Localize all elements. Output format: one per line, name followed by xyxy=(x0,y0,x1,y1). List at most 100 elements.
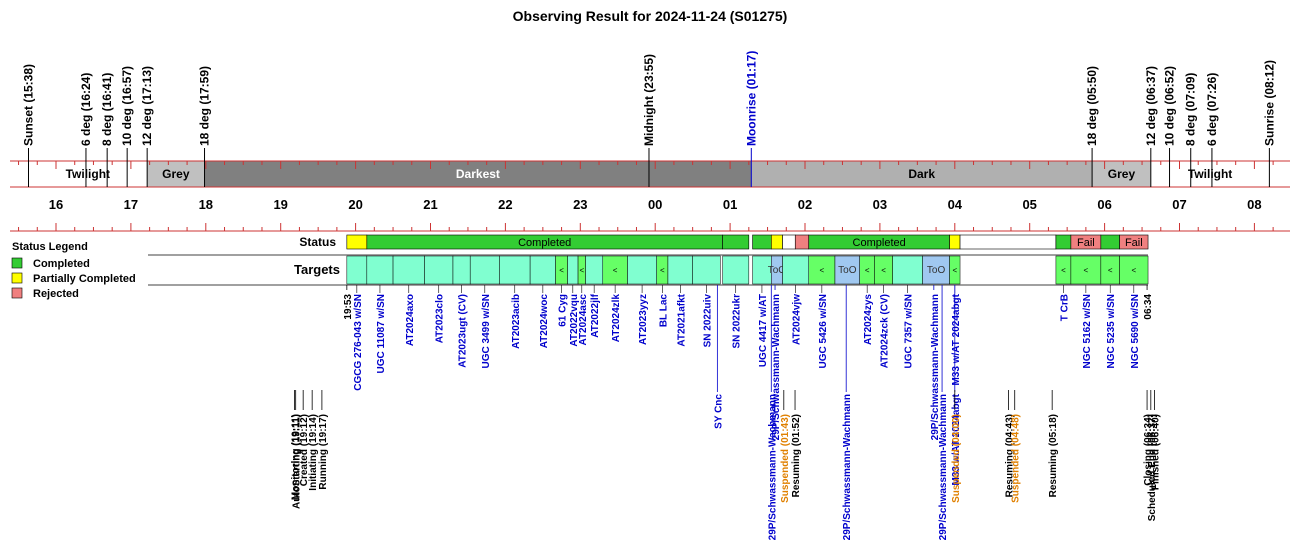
event-label: Running (19:17) xyxy=(318,414,329,490)
target-name: UGC 3499 w/SN xyxy=(481,294,492,368)
sky-band-label: Grey xyxy=(162,167,190,181)
axis-tick-label: 06 xyxy=(1097,197,1111,212)
time-marker-label: 10 deg (06:52) xyxy=(1163,66,1177,146)
target-block xyxy=(452,255,471,285)
status-segment xyxy=(770,234,783,250)
target-name: UGC 11087 w/SN xyxy=(376,294,387,373)
target-name: AT2024zck (CV) xyxy=(880,294,891,368)
target-block xyxy=(808,255,836,285)
event-label: Suspended (04:48) xyxy=(1011,414,1022,503)
target-block xyxy=(834,255,860,285)
target-name: AT2024zys xyxy=(863,294,874,345)
target-name: AT2024zlk xyxy=(611,294,622,343)
target-mark: < xyxy=(660,266,665,275)
target-name: T CrB xyxy=(1059,294,1070,321)
sky-band xyxy=(147,161,205,187)
below-label: 29P/Schwassmann-Wachmann xyxy=(771,294,782,440)
target-name: AT2023yyz xyxy=(638,294,649,345)
target-mark: < xyxy=(1131,266,1136,275)
event-label: Scheduled End (06:37) xyxy=(1147,414,1158,521)
axis-tick-label: 08 xyxy=(1247,197,1261,212)
target-mark: < xyxy=(865,266,870,275)
axis-tick-label: 02 xyxy=(798,197,812,212)
status-row-label: Status xyxy=(299,235,336,249)
target-block xyxy=(585,255,604,285)
target-mark: ToO xyxy=(838,265,857,276)
target-block xyxy=(692,255,721,285)
axis-tick-label: 00 xyxy=(648,197,662,212)
below-label: 29P/Schwassmann-Wachmann xyxy=(767,394,778,540)
target-name: UGC 7357 w/SN xyxy=(904,294,915,368)
time-marker-label: 10 deg (16:57) xyxy=(120,66,134,146)
target-name: 61 Cyg xyxy=(558,294,569,327)
event-label: Monitoring (19:11) xyxy=(290,414,301,500)
time-marker-label: Sunset (15:38) xyxy=(22,64,36,146)
target-block xyxy=(922,255,950,285)
target-name: AT2024vjw xyxy=(792,294,803,345)
sky-band xyxy=(204,161,752,187)
target-name: AT2022jlf xyxy=(590,293,601,337)
time-marker-label: 12 deg (06:37) xyxy=(1144,66,1158,146)
target-name: UGC 4417 w/AT xyxy=(758,294,769,367)
target-block xyxy=(667,255,693,285)
target-block xyxy=(782,255,809,285)
sky-band-label: Dark xyxy=(908,167,935,181)
target-mark: < xyxy=(952,266,957,275)
target-block xyxy=(1070,255,1102,285)
target-name: NGC 5162 w/SN xyxy=(1082,294,1093,368)
time-marker-label: Midnight (23:55) xyxy=(642,54,656,146)
status-segment xyxy=(782,234,796,250)
time-marker-label: 6 deg (16:24) xyxy=(79,73,93,146)
status-segment-label: Completed xyxy=(853,237,906,249)
status-segment-label: Fail xyxy=(1125,237,1143,249)
target-name: NGC 5690 w/SN xyxy=(1130,294,1141,368)
status-segment xyxy=(1100,234,1120,250)
sky-band-label: Darkest xyxy=(456,167,500,181)
target-block xyxy=(346,255,368,285)
axis-tick-label: 04 xyxy=(948,197,963,212)
target-mark: < xyxy=(1084,266,1089,275)
sky-band xyxy=(1150,161,1270,187)
status-segment xyxy=(949,234,961,250)
event-label: Closing (06:34) xyxy=(1143,414,1154,486)
status-legend: Status Legend Completed Partially Complet… xyxy=(11,241,136,300)
status-segment xyxy=(794,234,810,250)
target-block xyxy=(392,255,425,285)
target-block xyxy=(627,255,657,285)
sky-band xyxy=(751,161,1093,187)
legend-item-label: Completed xyxy=(33,258,90,270)
axis-tick-label: 01 xyxy=(723,197,737,212)
axis-tick-label: 19 xyxy=(273,197,287,212)
event-label: Suspended (01:43) xyxy=(780,414,791,503)
below-label: 19:53 xyxy=(343,294,354,320)
below-label: SY Cnc xyxy=(713,394,724,429)
event-label: Finished (06:40) xyxy=(1151,414,1162,490)
target-mark: < xyxy=(820,266,825,275)
time-marker-label: 18 deg (17:59) xyxy=(198,66,212,146)
chart-title: Observing Result for 2024-11-24 (S01275) xyxy=(513,8,788,24)
sky-band-label: Grey xyxy=(1108,167,1136,181)
below-label: 29P/Schwassmann-Wachmann xyxy=(842,394,853,540)
target-block xyxy=(949,255,961,285)
target-name: AT2023acib xyxy=(511,294,522,349)
legend-item-label: Partially Completed xyxy=(33,273,136,285)
axis-tick-label: 05 xyxy=(1022,197,1036,212)
target-block xyxy=(892,255,923,285)
target-block xyxy=(469,255,500,285)
target-block xyxy=(366,255,394,285)
time-marker-label: 18 deg (05:50) xyxy=(1085,66,1099,146)
axis-tick-label: 18 xyxy=(199,197,213,212)
target-name: CGCG 276-043 w/SN xyxy=(353,294,364,391)
status-segment-label: Fail xyxy=(1077,237,1095,249)
event-label: Initiating (19:14) xyxy=(308,414,319,491)
target-mark: ToO xyxy=(768,265,787,276)
axis-tick-label: 20 xyxy=(348,197,362,212)
target-name: AT2024asc xyxy=(578,294,589,346)
axis-tick-label: 22 xyxy=(498,197,512,212)
target-name: NGC 5235 w/SN xyxy=(1106,294,1117,368)
status-segment xyxy=(752,234,772,250)
legend-swatch xyxy=(11,257,23,269)
sky-band-label: Twilight xyxy=(1188,167,1232,181)
target-name: AT2023clo xyxy=(435,294,446,343)
